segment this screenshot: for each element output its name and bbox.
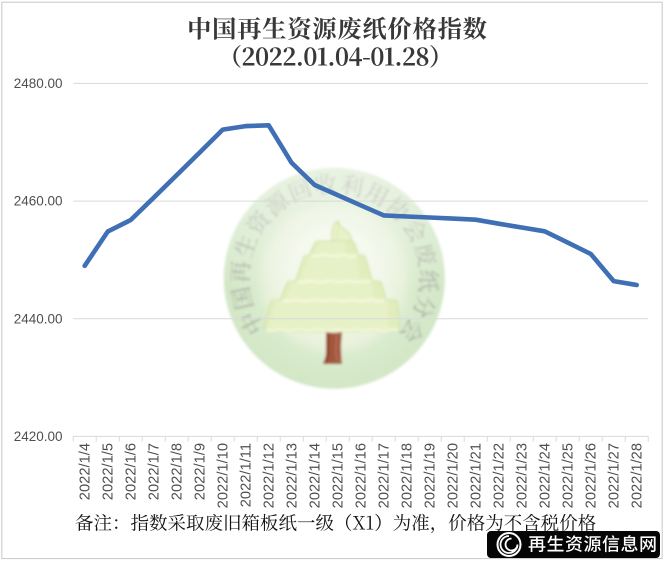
svg-text:2022/1/9: 2022/1/9 xyxy=(193,443,209,500)
svg-text:2022/1/17: 2022/1/17 xyxy=(377,443,393,508)
svg-text:2022/1/18: 2022/1/18 xyxy=(400,443,416,508)
svg-text:2022/1/16: 2022/1/16 xyxy=(354,443,370,508)
svg-text:2022/1/13: 2022/1/13 xyxy=(285,443,301,508)
svg-text:2480.00: 2480.00 xyxy=(14,76,63,91)
svg-text:2022/1/26: 2022/1/26 xyxy=(584,443,600,508)
svg-text:2022/1/11: 2022/1/11 xyxy=(239,443,255,507)
svg-text:2022/1/21: 2022/1/21 xyxy=(469,443,485,508)
svg-text:2022/1/24: 2022/1/24 xyxy=(538,443,554,508)
svg-text:2022/1/10: 2022/1/10 xyxy=(216,443,232,508)
svg-text:2022/1/25: 2022/1/25 xyxy=(561,443,577,508)
svg-text:2022/1/27: 2022/1/27 xyxy=(607,443,623,508)
svg-text:2022/1/4: 2022/1/4 xyxy=(78,443,94,500)
svg-text:2022/1/22: 2022/1/22 xyxy=(492,443,508,508)
svg-text:2022/1/14: 2022/1/14 xyxy=(308,443,324,508)
svg-text:2022/1/20: 2022/1/20 xyxy=(446,443,462,508)
svg-text:2022/1/15: 2022/1/15 xyxy=(331,443,347,508)
svg-text:2022/1/6: 2022/1/6 xyxy=(124,443,140,500)
svg-text:2022/1/5: 2022/1/5 xyxy=(101,443,117,500)
svg-text:2022/1/19: 2022/1/19 xyxy=(423,443,439,508)
svg-text:2440.00: 2440.00 xyxy=(14,311,63,326)
svg-text:2460.00: 2460.00 xyxy=(14,194,63,209)
svg-text:2022/1/12: 2022/1/12 xyxy=(262,443,278,508)
svg-text:2022/1/23: 2022/1/23 xyxy=(515,443,531,508)
svg-text:2022/1/8: 2022/1/8 xyxy=(170,443,186,500)
svg-text:2022/1/28: 2022/1/28 xyxy=(630,443,646,508)
svg-text:2420.00: 2420.00 xyxy=(14,429,63,444)
svg-text:2022/1/7: 2022/1/7 xyxy=(147,443,163,500)
